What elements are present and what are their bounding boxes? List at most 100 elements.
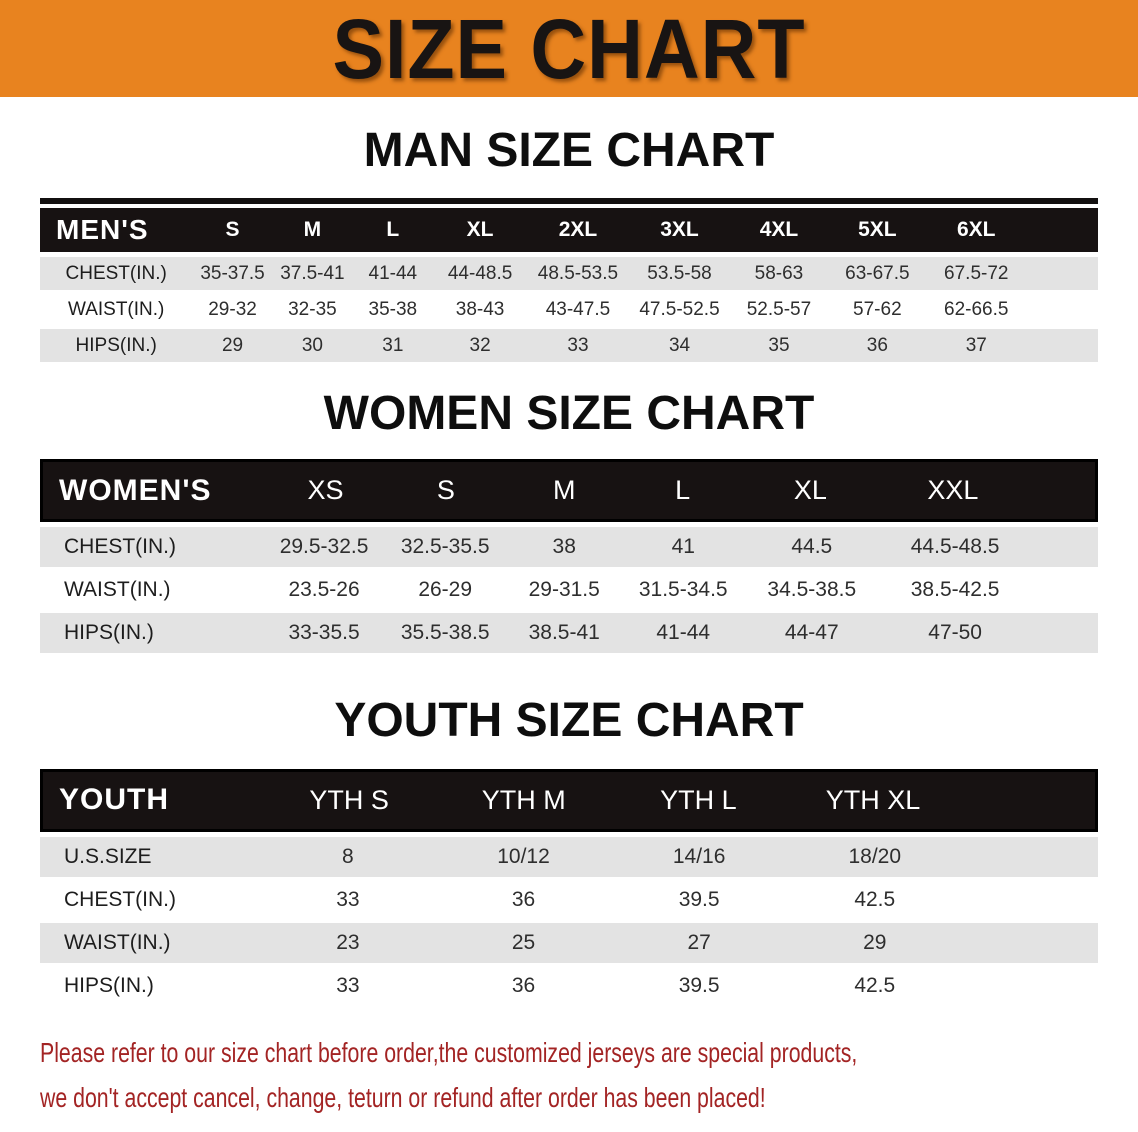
page-title: SIZE CHART — [332, 1, 806, 96]
column-header: 4XL — [759, 218, 799, 242]
size-value: 29 — [863, 930, 887, 954]
column-header: 6XL — [957, 218, 996, 242]
column-header: M — [552, 475, 576, 506]
table-row: WAIST(IN.) 23 25 27 29 — [40, 922, 1098, 963]
size-value: 42.5 — [854, 887, 896, 911]
banner: SIZE CHART — [0, 0, 1138, 97]
column-header: XL — [793, 475, 827, 506]
size-value: 39.5 — [678, 887, 720, 911]
size-value: 39.5 — [678, 973, 720, 997]
notice-line-1: Please refer to our size chart before or… — [40, 1036, 858, 1068]
row-label: WAIST(IN.) — [64, 930, 171, 954]
size-value: 41-44 — [368, 262, 418, 284]
size-value: 44.5-48.5 — [910, 535, 1000, 559]
column-header: 5XL — [858, 218, 897, 242]
table-header-row: YOUTH YTH S YTH M YTH L YTH XL — [40, 768, 1098, 832]
women-size-table: WOMEN'S XS S M L XL XXL CHEST(IN.) 29.5-32.5 32.5… — [40, 459, 1098, 654]
size-value: 47.5-52.5 — [639, 298, 720, 320]
men-section-heading: MAN SIZE CHART — [363, 124, 775, 177]
table-row: CHEST(IN.) 33 36 39.5 42.5 — [40, 880, 1098, 920]
size-value: 36 — [511, 887, 536, 911]
size-value: 33 — [336, 887, 360, 911]
row-label: HIPS(IN.) — [75, 334, 157, 356]
table-row: WAIST(IN.) 23.5-26 26-29 29-31.5 31.5-34.5 34… — [40, 570, 1098, 610]
size-value: 58-63 — [754, 262, 804, 284]
size-value: 41 — [671, 535, 695, 559]
column-header: 2XL — [558, 218, 598, 242]
size-value: 29-32 — [208, 298, 257, 320]
column-header: 3XL — [660, 218, 699, 242]
table-row: U.S.SIZE 8 10/12 14/16 18/20 — [40, 836, 1098, 877]
size-value: 41-44 — [656, 621, 711, 645]
row-label: CHEST(IN.) — [64, 535, 176, 559]
row-label: HIPS(IN.) — [64, 973, 154, 997]
size-value: 10/12 — [497, 844, 550, 868]
men-size-table: MEN'S S M L XL 2XL 3XL 4XL 5XL 6XL CHEST(IN.) 35-37… — [40, 198, 1098, 363]
size-value: 32 — [469, 334, 491, 356]
column-header: XXL — [927, 475, 979, 506]
size-value: 35.5-38.5 — [400, 621, 490, 645]
size-value: 14/16 — [672, 844, 726, 868]
size-value: 36 — [866, 334, 888, 356]
size-value: 35-38 — [368, 298, 418, 320]
size-value: 38 — [552, 535, 576, 559]
size-value: 42.5 — [854, 973, 896, 997]
size-value: 29 — [221, 334, 244, 356]
table-title: WOMEN'S — [59, 473, 212, 507]
size-value: 63-67.5 — [845, 262, 910, 284]
table-title: YOUTH — [59, 783, 169, 817]
size-value: 47-50 — [928, 621, 982, 645]
size-value: 23.5-26 — [288, 578, 360, 602]
size-value: 26-29 — [418, 578, 473, 602]
size-value: 33-35.5 — [288, 621, 360, 645]
row-label: CHEST(IN.) — [64, 887, 176, 911]
size-value: 31 — [382, 334, 404, 356]
youth-size-table: YOUTH YTH S YTH M YTH L YTH XL U.S.SIZE 8 10/12… — [40, 768, 1098, 1006]
column-header: L — [386, 218, 400, 242]
size-value: 23 — [336, 930, 360, 954]
row-label: HIPS(IN.) — [64, 621, 154, 645]
column-header: YTH S — [309, 784, 389, 815]
column-header: YTH L — [660, 784, 737, 815]
row-label: WAIST(IN.) — [64, 578, 171, 602]
table-title: MEN'S — [56, 214, 149, 246]
table-row: HIPS(IN.) 29 30 31 32 33 34 35 36 37 — [40, 329, 1098, 363]
row-label: WAIST(IN.) — [67, 298, 165, 320]
size-value: 33 — [336, 973, 360, 997]
size-value: 27 — [687, 930, 711, 954]
size-value: 33 — [567, 334, 589, 356]
column-header: XS — [307, 475, 344, 506]
column-header: S — [436, 475, 455, 506]
size-value: 29.5-32.5 — [279, 535, 369, 559]
size-value: 34.5-38.5 — [767, 578, 857, 602]
table-row: HIPS(IN.) 33-35.5 35.5-38.5 38.5-41 41-44 44-… — [40, 613, 1098, 654]
men-section: MAN SIZE CHART MEN'S S M L XL 2XL 3XL 4XL 5XL 6XL… — [0, 123, 1138, 363]
table-header-row: WOMEN'S XS S M L XL XXL — [40, 459, 1098, 523]
size-value: 30 — [301, 334, 323, 356]
table-row: CHEST(IN.) 29.5-32.5 32.5-35.5 38 41 44.5 44.5… — [40, 527, 1098, 568]
size-value: 48.5-53.5 — [537, 262, 619, 284]
size-value: 31.5-34.5 — [638, 578, 728, 602]
youth-section-heading: YOUTH SIZE CHART — [334, 694, 804, 748]
row-label: CHEST(IN.) — [65, 262, 167, 284]
size-value: 32.5-35.5 — [400, 535, 490, 559]
women-section: WOMEN SIZE CHART WOMEN'S XS S M L XL XXL CHEST(… — [0, 386, 1138, 654]
size-value: 36 — [511, 973, 536, 997]
size-value: 8 — [342, 844, 354, 868]
size-value: 18/20 — [848, 844, 902, 868]
size-value: 43-47.5 — [545, 298, 611, 320]
table-row: WAIST(IN.) 29-32 32-35 35-38 38-43 43-47.5 47.… — [40, 293, 1098, 326]
column-header: XL — [466, 218, 494, 242]
size-value: 35-37.5 — [200, 262, 265, 284]
youth-section: YOUTH SIZE CHART YOUTH YTH S YTH M YTH L YTH… — [0, 693, 1138, 1005]
size-value: 34 — [668, 334, 691, 356]
column-header: YTH XL — [825, 784, 921, 815]
size-value: 37.5-41 — [280, 262, 345, 284]
size-value: 57-62 — [853, 298, 902, 320]
size-value: 44-47 — [784, 621, 839, 645]
table-header-row: MEN'S S M L XL 2XL 3XL 4XL 5XL 6XL — [40, 208, 1098, 253]
size-value: 53.5-58 — [647, 262, 712, 284]
size-value: 52.5-57 — [746, 298, 812, 320]
notice-line-2: we don't accept cancel, change, teturn o… — [40, 1081, 766, 1113]
